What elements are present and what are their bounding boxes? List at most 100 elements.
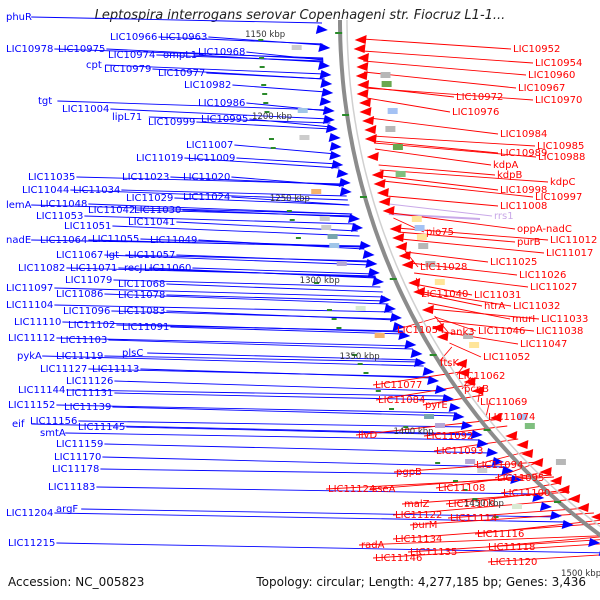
- gene-label-forward: LIC11103: [60, 335, 107, 346]
- gene-label-reverse: LIC11017: [546, 248, 593, 259]
- gene-label-forward: LIC11048: [40, 199, 87, 210]
- reverse-connector: [372, 135, 536, 147]
- gene-label-forward: tgt: [38, 96, 52, 107]
- gene-label-forward: LIC11020: [183, 172, 230, 183]
- forward-connector: [249, 118, 332, 128]
- gene-label-reverse: pio75: [426, 227, 454, 238]
- reverse-gene-arrow: [457, 368, 470, 377]
- gene-label-reverse: ilvD: [358, 430, 377, 441]
- forward-connector: [121, 189, 347, 197]
- forward-gene-arrow: [422, 367, 435, 376]
- gene-label-reverse: LIC11118: [488, 542, 535, 553]
- forward-connector: [206, 72, 325, 80]
- track-block: [517, 414, 528, 420]
- gene-label-reverse: LIC11108: [438, 483, 485, 494]
- genome-title: Leptospira interrogans serovar Copenhage…: [94, 8, 506, 23]
- gene-label-forward: recJ: [124, 263, 143, 274]
- reverse-connector: [423, 425, 508, 437]
- forward-gene-arrow: [389, 313, 402, 322]
- track-block: [465, 459, 476, 464]
- track-block: [291, 45, 302, 50]
- reverse-connector: [378, 164, 496, 176]
- reverse-connector: [427, 302, 511, 320]
- genome-backbone: [338, 20, 600, 538]
- reverse-gene-arrow: [516, 440, 529, 449]
- track-block: [387, 108, 398, 114]
- gene-label-reverse: LIC11047: [520, 339, 567, 350]
- reverse-gene-arrow: [356, 53, 369, 62]
- gene-label-reverse: LIC11134: [395, 534, 442, 545]
- forward-gene-arrow: [317, 61, 330, 70]
- reverse-connector: [423, 293, 483, 307]
- reverse-connector: [405, 251, 489, 263]
- track-block: [381, 81, 392, 87]
- reverse-gene-arrow: [376, 188, 389, 197]
- track-dot: [259, 66, 265, 68]
- forward-gene-arrow: [331, 160, 344, 169]
- gene-label-reverse: LIC10985: [537, 141, 584, 152]
- reverse-connector: [393, 461, 540, 473]
- gene-label-forward: LIC11071: [70, 263, 117, 274]
- reverse-gene-arrow: [549, 476, 562, 485]
- gene-label-reverse: LIC11031: [474, 290, 521, 301]
- gene-label-forward: smtA: [40, 428, 66, 439]
- forward-gene-arrow: [561, 520, 574, 529]
- track-dot: [289, 219, 295, 221]
- forward-gene-arrow: [549, 511, 562, 520]
- reverse-connector: [381, 175, 499, 191]
- gene-label-forward: LIC11131: [66, 388, 113, 399]
- forward-connector: [66, 389, 445, 397]
- forward-gene-arrow: [532, 493, 545, 502]
- track-dot: [268, 138, 274, 140]
- gene-label-reverse: LIC10972: [456, 92, 503, 103]
- forward-connector: [148, 116, 331, 124]
- track-block: [392, 144, 403, 150]
- forward-gene-arrow: [322, 106, 335, 115]
- gene-label-reverse: LIC11116: [477, 529, 524, 540]
- gene-label-reverse: LIC11095: [497, 473, 544, 484]
- gene-label-forward: LIC11139: [64, 402, 111, 413]
- gene-label-reverse: malZ: [404, 499, 430, 510]
- gene-label-forward: LIC11102: [68, 320, 115, 331]
- gene-label-forward: plsC: [122, 348, 143, 359]
- track-block: [319, 216, 330, 221]
- gene-label-forward: LIC11170: [54, 452, 101, 463]
- forward-connector: [78, 420, 469, 428]
- forward-gene-arrow: [338, 178, 351, 187]
- reverse-connector: [437, 320, 535, 332]
- forward-connector: [70, 189, 348, 201]
- gene-label-reverse: LIC11040: [421, 289, 468, 300]
- forward-connector: [113, 279, 381, 288]
- gene-label-forward: LIC10978: [6, 44, 53, 55]
- gene-label-forward: lgt: [106, 250, 119, 261]
- gene-label-forward: LIC11113: [92, 364, 139, 375]
- forward-connector: [166, 294, 388, 302]
- forward-gene-arrow: [452, 412, 465, 421]
- forward-gene-arrow: [325, 124, 338, 133]
- backbone-inner-edge: [346, 20, 600, 528]
- reverse-gene-arrow: [505, 431, 518, 440]
- reverse-connector: [363, 60, 527, 76]
- gene-label-forward: LIC10977: [158, 68, 205, 79]
- track-block: [374, 333, 385, 338]
- gene-label-forward: LIC11024: [183, 192, 230, 203]
- track-block: [511, 504, 522, 509]
- track-dot: [331, 318, 337, 320]
- gene-label-reverse: LIC11092: [426, 431, 473, 442]
- reverse-gene-arrow: [389, 224, 402, 233]
- track-dot: [270, 147, 276, 149]
- gene-label-forward: LIC11145: [78, 422, 125, 433]
- gene-label-forward: lemA: [6, 200, 32, 211]
- gene-label-forward: LIC11079: [65, 275, 112, 286]
- gene-label-forward: lipL71: [112, 112, 142, 123]
- forward-gene-arrow: [486, 448, 499, 457]
- gene-label-forward: nadE: [6, 235, 31, 246]
- gene-label-reverse: kdpA: [493, 160, 518, 171]
- reverse-connector: [473, 450, 529, 466]
- reverse-connector: [372, 370, 467, 386]
- forward-connector: [184, 157, 340, 169]
- gene-label-forward: LIC11030: [134, 205, 181, 216]
- reverse-connector: [355, 418, 502, 436]
- track-dot: [336, 327, 342, 329]
